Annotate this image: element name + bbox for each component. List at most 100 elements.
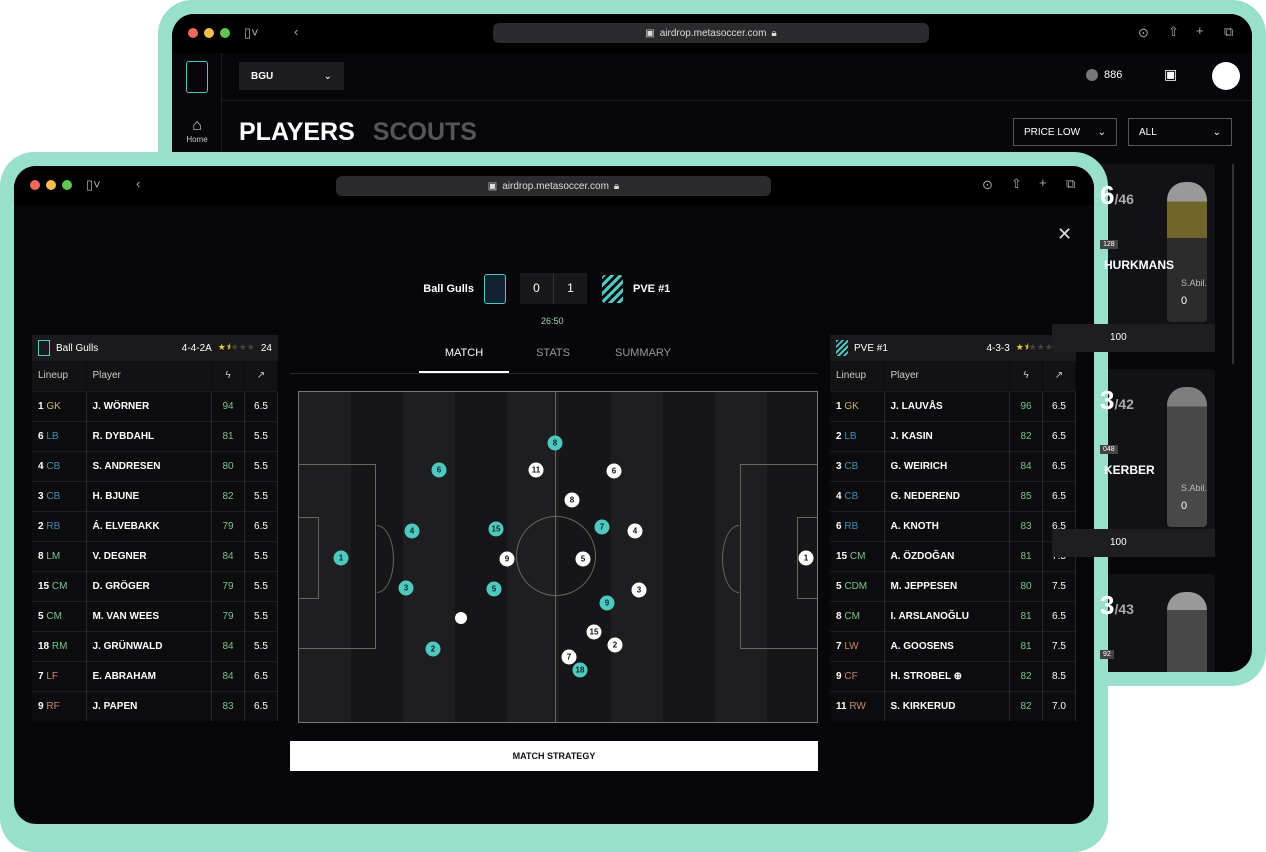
away-player-marker[interactable]: 7 <box>561 649 577 665</box>
club-select-value: BGU <box>251 70 274 82</box>
match-strategy-button[interactable]: MATCH STRATEGY <box>290 741 818 771</box>
table-row[interactable]: 6 LB R. DYBDAHL 81 5.5 <box>32 420 278 451</box>
away-player-marker[interactable]: 4 <box>627 523 643 539</box>
table-row[interactable]: 6 RB A. KNOTH 83 6.5 <box>830 510 1076 541</box>
away-player-marker[interactable]: 6 <box>606 463 622 479</box>
away-player-marker[interactable]: 3 <box>631 582 647 598</box>
chevron-down-icon: ⌄ <box>323 70 332 82</box>
wallet-icon[interactable]: ▣ <box>1164 66 1178 82</box>
energy: 81 <box>211 420 245 451</box>
rating: 6.5 <box>1042 600 1076 631</box>
position: LW <box>844 640 859 652</box>
position: LB <box>46 430 59 442</box>
table-row[interactable]: 11 RW S. KIRKERUD 82 7.0 <box>830 690 1076 721</box>
away-player-marker[interactable]: 5 <box>575 551 591 567</box>
avatar[interactable] <box>1212 62 1240 90</box>
sidebar-toggle-icon[interactable]: ▯˅ <box>86 177 101 192</box>
download-icon[interactable]: ⊙ <box>982 177 993 192</box>
table-row[interactable]: 15 CM A. ÖZDOĞAN 817.5 <box>830 540 1076 571</box>
rating: 7.5 <box>1042 570 1076 601</box>
shirt-number: 5 <box>836 580 842 592</box>
home-team-name: Ball Gulls <box>423 283 474 295</box>
table-row[interactable]: 18 RM J. GRÜNWALD 84 5.5 <box>32 630 278 661</box>
tabs-icon[interactable]: ⧉ <box>1066 176 1076 191</box>
home-player-marker[interactable]: 9 <box>599 595 615 611</box>
table-row[interactable]: 2 RB Á. ELVEBAKK 79 6.5 <box>32 510 278 541</box>
away-player-marker[interactable]: 15 <box>586 624 602 640</box>
table-row[interactable]: 3 CB H. BJUNE 82 5.5 <box>32 480 278 511</box>
close-icon[interactable]: ✕ <box>1057 224 1073 244</box>
url-bar[interactable]: ▣ airdrop.metasoccer.com 🔒︎ <box>493 23 929 43</box>
card-max: /46 <box>1114 191 1134 207</box>
away-player-marker[interactable]: 11 <box>528 462 544 478</box>
table-row[interactable]: 7 LW A. GOOSENS 81 7.5 <box>830 630 1076 661</box>
table-row[interactable]: 5 CDM M. JEPPESEN 80 7.5 <box>830 570 1076 601</box>
player-name: M. VAN WEES <box>92 610 159 622</box>
tab-players[interactable]: PLAYERS <box>239 118 355 146</box>
table-row[interactable]: 8 LM V. DEGNER 84 5.5 <box>32 540 278 571</box>
table-row[interactable]: 9 RF J. PAPEN 83 6.5 <box>32 690 278 721</box>
new-tab-icon[interactable]: + <box>1196 23 1204 38</box>
home-player-marker[interactable]: 2 <box>425 641 441 657</box>
download-icon[interactable]: ⊙ <box>1138 25 1149 40</box>
new-tab-icon[interactable]: + <box>1039 175 1047 190</box>
position: LM <box>46 550 61 562</box>
home-player-marker[interactable]: 15 <box>488 521 504 537</box>
share-icon[interactable]: ⇧ <box>1168 24 1179 39</box>
scrollbar[interactable] <box>1232 164 1234 364</box>
minimize-dot[interactable] <box>46 180 56 190</box>
home-player-marker[interactable]: 5 <box>486 581 502 597</box>
table-row[interactable]: 3 CB G. WEIRICH 84 6.5 <box>830 450 1076 481</box>
rating: 6.5 <box>1042 480 1076 511</box>
table-row[interactable]: 1 GK J. WÖRNER 94 6.5 <box>32 390 278 421</box>
sidebar-toggle-icon[interactable]: ▯˅ <box>244 25 259 40</box>
table-row[interactable]: 15 CM D. GRÖGER 79 5.5 <box>32 570 278 601</box>
tab-stats[interactable]: STATS <box>536 347 570 359</box>
minimize-dot[interactable] <box>204 28 214 38</box>
tab-match[interactable]: MATCH <box>444 347 484 359</box>
table-row[interactable]: 5 CM M. VAN WEES 79 5.5 <box>32 600 278 631</box>
home-player-marker[interactable]: 7 <box>594 519 610 535</box>
sidebar-item-home[interactable]: ⌂ Home <box>172 117 222 144</box>
away-player-marker[interactable]: 9 <box>499 551 515 567</box>
away-player-marker[interactable]: 1 <box>798 550 814 566</box>
table-row[interactable]: 9 CF H. STROBEL ⊕ 82 8.5 <box>830 660 1076 691</box>
club-select[interactable]: BGU ⌄ <box>239 62 344 90</box>
table-row[interactable]: 2 LB J. KASIN 82 6.5 <box>830 420 1076 451</box>
rating: 6.5 <box>1042 450 1076 481</box>
position: CM <box>51 580 68 592</box>
home-player-marker[interactable]: 18 <box>572 662 588 678</box>
trend-icon: ↗ <box>244 361 278 391</box>
away-player-marker[interactable]: 8 <box>564 492 580 508</box>
back-icon[interactable]: ‹ <box>136 176 141 191</box>
home-player-marker[interactable]: 6 <box>431 462 447 478</box>
table-row[interactable]: 8 CM I. ARSLANOĞLU 81 6.5 <box>830 600 1076 631</box>
home-player-marker[interactable]: 8 <box>547 435 563 451</box>
share-icon[interactable]: ⇧ <box>1011 176 1022 191</box>
back-icon[interactable]: ‹ <box>294 24 299 39</box>
tab-summary[interactable]: SUMMARY <box>614 347 672 359</box>
sort-select[interactable]: PRICE LOW ⌄ <box>1013 118 1117 146</box>
table-row[interactable]: 4 CB G. NEDEREND 85 6.5 <box>830 480 1076 511</box>
home-player-marker[interactable]: 4 <box>404 523 420 539</box>
tab-scouts[interactable]: SCOUTS <box>372 118 477 146</box>
table-row[interactable]: 7 LF E. ABRAHAM 84 6.5 <box>32 660 278 691</box>
table-row[interactable]: 4 CB S. ANDRESEN 80 5.5 <box>32 450 278 481</box>
away-player-marker[interactable]: 2 <box>607 637 623 653</box>
close-dot[interactable] <box>188 28 198 38</box>
table-row[interactable]: 1 GK J. LAUVÅS 96 6.5 <box>830 390 1076 421</box>
shirt-number: 7 <box>38 670 44 682</box>
home-player-marker[interactable]: 1 <box>333 550 349 566</box>
energy: 85 <box>1009 480 1043 511</box>
zoom-dot[interactable] <box>220 28 230 38</box>
zoom-dot[interactable] <box>62 180 72 190</box>
url-bar[interactable]: ▣ airdrop.metasoccer.com 🔒︎ <box>336 176 771 196</box>
tabs-icon[interactable]: ⧉ <box>1224 24 1234 39</box>
filter-select[interactable]: ALL ⌄ <box>1128 118 1232 146</box>
home-player-marker[interactable]: 3 <box>398 580 414 596</box>
energy: 80 <box>211 450 245 481</box>
card-score: 3 <box>1100 385 1115 415</box>
close-dot[interactable] <box>30 180 40 190</box>
shirt-number: 9 <box>38 700 44 712</box>
position: CM <box>46 610 62 622</box>
